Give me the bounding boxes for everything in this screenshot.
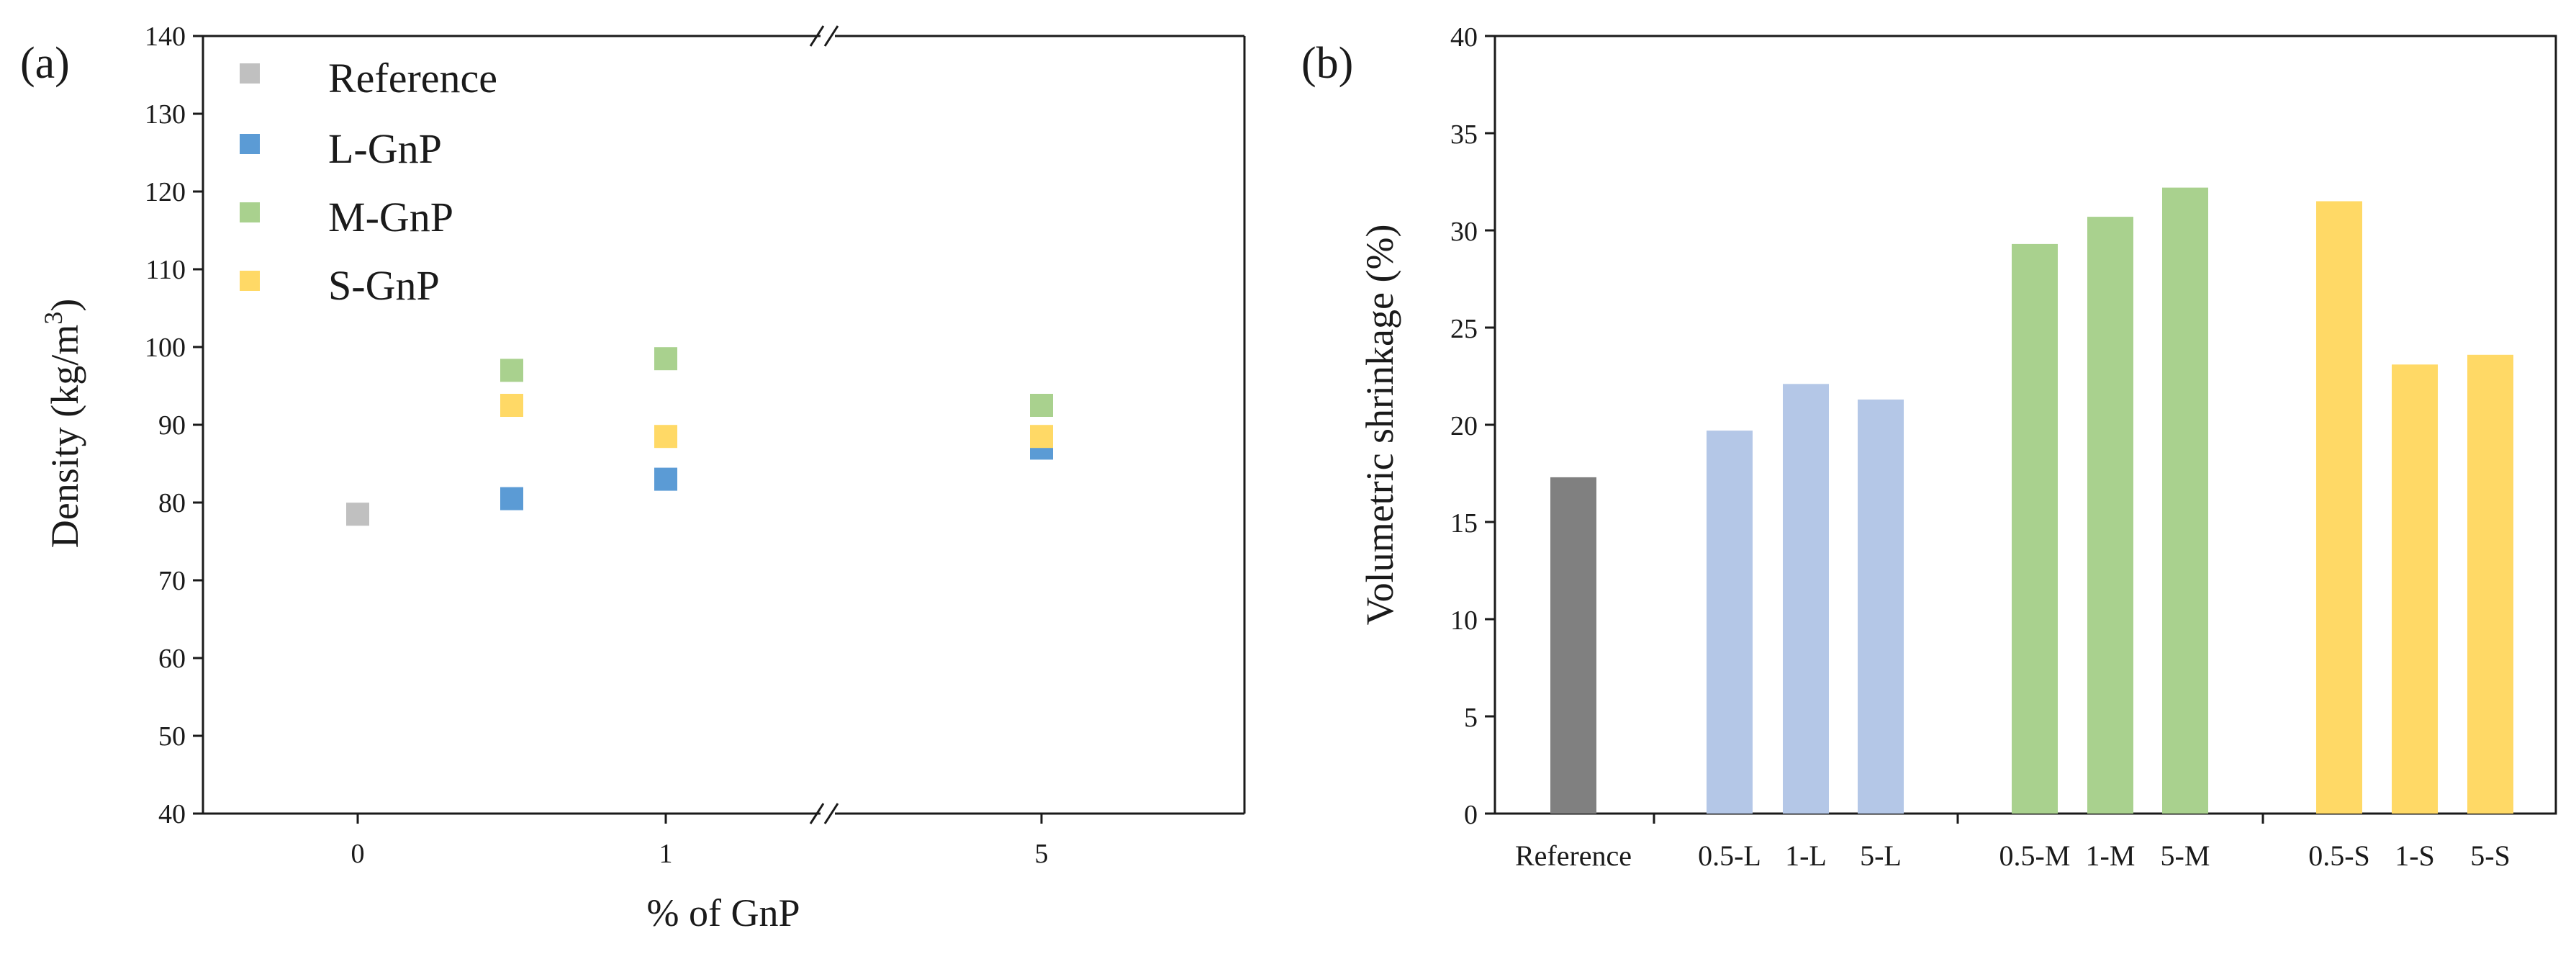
category-label: 5-M	[2161, 839, 2210, 872]
y-tick-label: 120	[145, 177, 186, 207]
category-label: 5-S	[2470, 839, 2511, 872]
y-tick-label: 40	[158, 799, 186, 829]
point-s-gnp-1	[654, 425, 677, 449]
panel-b-category-labels: Reference 0.5-L 1-L 5-L 0.5-M 1-M 5-M 0.5-S 1-S 5…	[1515, 839, 2511, 872]
legend-label-s-gnp: S-GnP	[328, 262, 440, 309]
legend-swatch-l-gnp	[240, 134, 260, 154]
bar-1-s	[2392, 364, 2438, 814]
x-tick-label: 0	[351, 839, 365, 869]
panel-a-y-axis-title: Density (kg/m3)	[39, 299, 86, 548]
point-l-gnp-1	[654, 467, 677, 491]
legend-label-reference: Reference	[328, 55, 497, 102]
x-tick-label: 1	[659, 839, 673, 869]
panel-b-y-ticks: 0 5 10 15 20 25 30 35 40	[1450, 22, 1495, 830]
panel-a-axis-break-bottom	[809, 803, 839, 824]
point-l-gnp-0.5	[500, 487, 523, 510]
y-tick-label: 110	[145, 255, 186, 285]
panel-a-legend: Reference L-GnP M-GnP S-GnP	[240, 55, 497, 309]
point-s-gnp-5	[1030, 425, 1053, 449]
y-tick-label: 130	[145, 99, 186, 130]
bar-1-m	[2087, 217, 2133, 814]
y-title-suffix: )	[43, 299, 86, 312]
y-tick-label: 10	[1450, 605, 1478, 636]
y-tick-label: 100	[145, 333, 186, 363]
legend-label-m-gnp: M-GnP	[328, 194, 453, 240]
panel-a-x-ticks: 0 1 5	[351, 814, 1049, 869]
y-tick-label: 15	[1450, 508, 1478, 539]
panel-a-label: (a)	[20, 39, 70, 88]
y-tick-label: 70	[158, 566, 186, 596]
y-tick-label: 30	[1450, 217, 1478, 247]
y-tick-label: 20	[1450, 411, 1478, 441]
category-label: 1-M	[2086, 839, 2136, 872]
x-tick-label: 5	[1035, 839, 1049, 869]
bar-0.5-l	[1707, 431, 1753, 814]
bar-5-m	[2162, 187, 2208, 814]
y-title-main: Density (kg/m	[43, 325, 86, 548]
y-tick-label: 5	[1464, 703, 1478, 733]
point-m-gnp-5	[1030, 394, 1053, 417]
category-label: 1-L	[1785, 839, 1827, 872]
bar-1-l	[1783, 384, 1829, 814]
y-tick-label: 140	[145, 22, 186, 52]
panel-a-y-ticks: 40 50 60 70 80 90 100 110 120 130 140	[145, 22, 203, 829]
bar-5-s	[2467, 354, 2513, 814]
y-title-superscript: 3	[39, 312, 68, 325]
category-label: 0.5-L	[1698, 839, 1761, 872]
y-tick-label: 90	[158, 410, 186, 441]
shrinkage-chart: (b) 0 5 10 15 20 25 30 35 40 Volumetric shrinkag…	[1301, 22, 2557, 872]
point-m-gnp-1	[654, 347, 677, 371]
category-label: 5-L	[1860, 839, 1902, 872]
category-label: 1-S	[2395, 839, 2435, 872]
panel-a-data-points	[346, 347, 1053, 526]
y-tick-label: 50	[158, 721, 186, 752]
category-label: 0.5-M	[1999, 839, 2071, 872]
y-tick-label: 60	[158, 644, 186, 674]
category-label: Reference	[1515, 839, 1632, 872]
bar-reference	[1550, 477, 1596, 814]
y-tick-label: 0	[1464, 800, 1478, 830]
legend-swatch-m-gnp	[240, 202, 260, 222]
y-tick-label: 25	[1450, 314, 1478, 344]
panel-a-axis-break-top	[809, 25, 839, 47]
point-reference-0	[346, 503, 369, 526]
legend-swatch-reference	[240, 63, 260, 84]
y-tick-label: 40	[1450, 22, 1478, 53]
panel-b-bars	[1550, 187, 2513, 824]
category-label: 0.5-S	[2308, 839, 2370, 872]
legend-swatch-s-gnp	[240, 271, 260, 291]
point-m-gnp-0.5	[500, 359, 523, 382]
bar-0.5-m	[2012, 243, 2058, 814]
point-s-gnp-0.5	[500, 394, 523, 417]
panel-a-x-axis-title: % of GnP	[647, 891, 800, 935]
y-tick-label: 35	[1450, 120, 1478, 150]
panel-b-y-axis-title: Volumetric shrinkage (%)	[1358, 225, 1401, 626]
bar-0.5-s	[2316, 201, 2362, 814]
legend-label-l-gnp: L-GnP	[328, 125, 442, 172]
y-tick-label: 80	[158, 488, 186, 518]
bar-5-l	[1858, 399, 1904, 814]
panel-b-label: (b)	[1301, 39, 1353, 88]
